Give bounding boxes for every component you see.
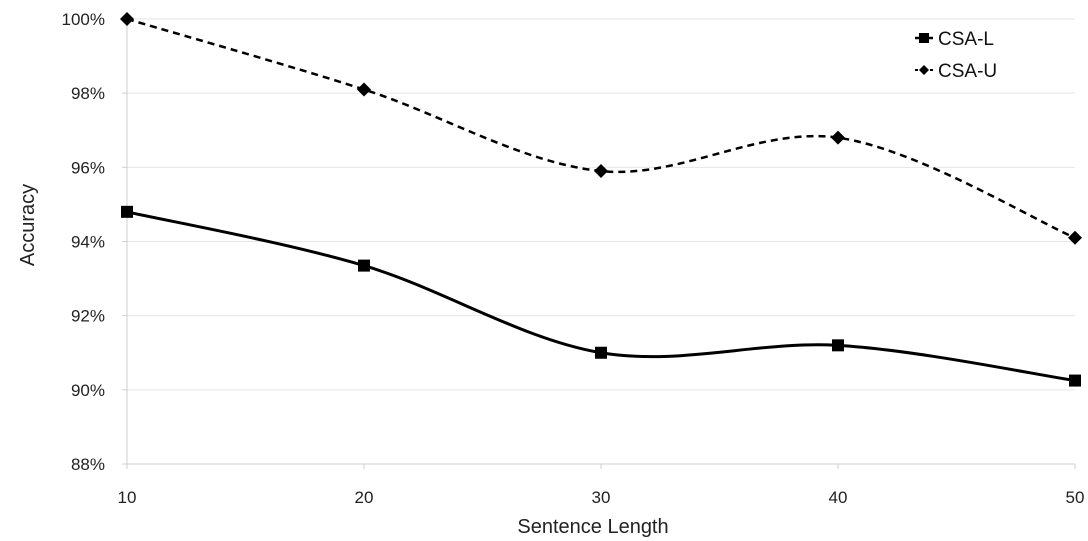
legend-label-csa-u: CSA-U bbox=[938, 61, 997, 82]
data-point-csa-l bbox=[832, 339, 844, 352]
legend-marker-csa-u bbox=[919, 65, 929, 75]
axes bbox=[122, 18, 1076, 469]
series-csa-u bbox=[120, 12, 1082, 245]
y-tick-label: 96% bbox=[71, 158, 105, 177]
legend: CSA-L CSA-U bbox=[915, 29, 997, 82]
y-tick-label: 100% bbox=[62, 10, 105, 29]
x-tick-label: 20 bbox=[355, 488, 374, 507]
data-point-csa-l bbox=[595, 346, 607, 359]
x-tick-label: 50 bbox=[1066, 488, 1085, 507]
x-tick-label: 30 bbox=[592, 488, 611, 507]
y-tick-label: 98% bbox=[71, 84, 105, 103]
data-point-csa-l bbox=[121, 205, 133, 218]
gridlines bbox=[127, 18, 1075, 391]
data-point-csa-l bbox=[358, 259, 370, 272]
x-axis-ticks: 10 20 30 40 50 bbox=[118, 488, 1085, 507]
x-axis-title: Sentence Length bbox=[517, 516, 668, 538]
y-tick-label: 90% bbox=[71, 381, 105, 400]
legend-item-csa-l: CSA-L bbox=[915, 29, 994, 50]
legend-label-csa-l: CSA-L bbox=[938, 29, 994, 50]
x-tick-label: 10 bbox=[118, 488, 137, 507]
series-csa-l bbox=[121, 205, 1081, 387]
data-point-csa-u bbox=[357, 82, 371, 97]
series-line-csa-u bbox=[126, 17, 1076, 239]
y-tick-label: 88% bbox=[71, 455, 105, 474]
y-tick-label: 92% bbox=[71, 307, 105, 326]
x-tick-label: 40 bbox=[829, 488, 848, 507]
y-axis-title: Accuracy bbox=[17, 184, 39, 266]
y-tick-label: 94% bbox=[71, 233, 105, 252]
y-axis-ticks: 88% 90% 92% 94% 96% 98% 100% bbox=[62, 10, 105, 474]
legend-item-csa-u: CSA-U bbox=[915, 61, 997, 82]
series bbox=[120, 12, 1082, 387]
data-point-csa-u bbox=[120, 12, 134, 26]
data-point-csa-l bbox=[1069, 374, 1081, 387]
data-point-csa-u bbox=[1068, 230, 1082, 245]
data-point-csa-u bbox=[831, 130, 845, 145]
legend-marker-csa-l bbox=[919, 33, 929, 43]
data-point-csa-u bbox=[594, 164, 608, 179]
